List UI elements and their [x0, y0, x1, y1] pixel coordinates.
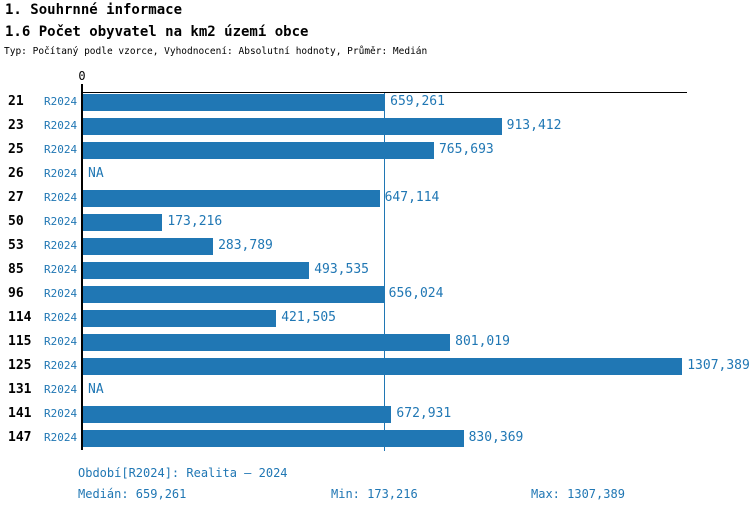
category-label: 50 — [8, 214, 24, 229]
value-label: 283,789 — [218, 238, 273, 253]
chart-row: 23 R2024 913,412 — [0, 114, 750, 138]
category-label: 114 — [8, 310, 32, 325]
chart-row: 50 R2024 173,216 — [0, 210, 750, 234]
x-axis-zero-tick-label: 0 — [78, 69, 86, 83]
value-label: 173,216 — [167, 214, 223, 229]
chart-row: 125 R2024 1307,389 — [0, 354, 750, 378]
value-label: 493,535 — [314, 262, 369, 277]
chart-row: 25 R2024 765,693 — [0, 138, 750, 162]
value-bar — [83, 190, 380, 207]
chart-row: 141 R2024 672,931 — [0, 402, 750, 426]
category-label: 53 — [8, 238, 24, 253]
value-bar — [83, 214, 163, 231]
bar-rows-container: 21 R2024 659,261 23 R2024 913,412 25 R20… — [0, 90, 750, 450]
series-label: R2024 — [44, 119, 78, 132]
series-label: R2024 — [44, 95, 78, 108]
page-title: 1. Souhrnné informace — [5, 2, 183, 18]
value-label: 421,505 — [281, 310, 336, 325]
value-label: 1307,389 — [687, 358, 750, 373]
category-label: 21 — [8, 94, 24, 109]
y-axis-line — [81, 84, 83, 450]
value-bar — [83, 358, 683, 375]
category-label: 26 — [8, 166, 24, 181]
value-bar — [83, 286, 384, 303]
chart-row: 53 R2024 283,789 — [0, 234, 750, 258]
series-label: R2024 — [44, 263, 78, 276]
series-label: R2024 — [44, 359, 78, 372]
series-label: R2024 — [44, 215, 78, 228]
category-label: 115 — [8, 334, 32, 349]
median-line — [384, 93, 385, 451]
chart-title: 1.6 Počet obyvatel na km2 území obce — [5, 24, 309, 40]
footer-period-label: Období[R2024]: Realita – 2024 — [78, 466, 288, 480]
series-label: R2024 — [44, 335, 78, 348]
chart-row: 21 R2024 659,261 — [0, 90, 750, 114]
value-bar — [83, 334, 451, 351]
category-label: 23 — [8, 118, 24, 133]
value-label: 656,024 — [388, 286, 444, 301]
series-label: R2024 — [44, 167, 78, 180]
series-label: R2024 — [44, 287, 78, 300]
series-label: R2024 — [44, 191, 78, 204]
series-label: R2024 — [44, 311, 78, 324]
series-label: R2024 — [44, 383, 78, 396]
chart-row: 131 R2024 NA — [0, 378, 750, 402]
value-bar — [83, 406, 392, 423]
value-label: 765,693 — [438, 142, 494, 157]
chart-row: 96 R2024 656,024 — [0, 282, 750, 306]
chart-row: 114 R2024 421,505 — [0, 306, 750, 330]
footer-max-label: Max: 1307,389 — [531, 487, 625, 501]
value-bar — [83, 94, 386, 111]
chart-meta-line: Typ: Počítaný podle vzorce, Vyhodnocení:… — [4, 46, 428, 57]
category-label: 131 — [8, 382, 32, 397]
category-label: 125 — [8, 358, 32, 373]
chart-row: 26 R2024 NA — [0, 162, 750, 186]
value-label: 659,261 — [390, 94, 445, 109]
category-label: 96 — [8, 286, 24, 301]
category-label: 141 — [8, 406, 32, 421]
value-label: NA — [88, 382, 104, 397]
category-label: 25 — [8, 142, 24, 157]
value-label: 647,114 — [384, 190, 440, 205]
value-bar — [83, 430, 464, 447]
value-bar — [83, 118, 502, 135]
chart-row: 27 R2024 647,114 — [0, 186, 750, 210]
value-label: 830,369 — [468, 430, 524, 445]
value-bar — [83, 262, 310, 279]
value-label: 801,019 — [455, 334, 510, 349]
chart-row: 115 R2024 801,019 — [0, 330, 750, 354]
value-label: NA — [88, 166, 104, 181]
category-label: 147 — [8, 430, 32, 445]
value-label: 913,412 — [506, 118, 562, 133]
value-label: 672,931 — [396, 406, 452, 421]
category-label: 85 — [8, 262, 24, 277]
series-label: R2024 — [44, 239, 78, 252]
chart-row: 147 R2024 830,369 — [0, 426, 750, 450]
footer-median-label: Medián: 659,261 — [78, 487, 187, 501]
value-bar — [83, 142, 434, 159]
x-axis-line — [82, 92, 687, 93]
category-label: 27 — [8, 190, 24, 205]
footer-min-label: Min: 173,216 — [331, 487, 418, 501]
series-label: R2024 — [44, 431, 78, 444]
value-bar — [83, 238, 214, 255]
chart-row: 85 R2024 493,535 — [0, 258, 750, 282]
series-label: R2024 — [44, 407, 78, 420]
value-bar — [83, 310, 277, 327]
series-label: R2024 — [44, 143, 78, 156]
